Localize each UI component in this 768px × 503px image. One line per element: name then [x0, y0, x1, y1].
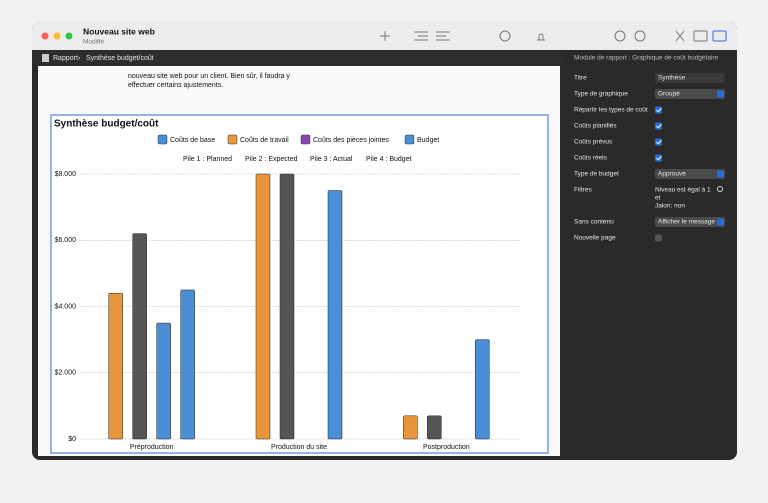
checkmark: [656, 155, 662, 161]
document-text: nouveau site web pour un client. Bien sû…: [128, 73, 290, 80]
text-field[interactable]: [655, 73, 725, 83]
field-value: Afficher le message: [658, 219, 715, 226]
zoom-button[interactable]: [65, 32, 73, 40]
search-icon[interactable]: [717, 186, 723, 192]
field-label: Type de budget: [574, 171, 619, 178]
filter-line: et: [655, 195, 661, 202]
outdent-icon[interactable]: [436, 31, 450, 41]
bell-icon[interactable]: [537, 33, 545, 41]
checkbox[interactable]: [655, 154, 662, 162]
close-button[interactable]: [41, 32, 49, 40]
select-field[interactable]: [655, 217, 725, 227]
minimize-button[interactable]: [53, 32, 61, 40]
checkbox[interactable]: [655, 106, 662, 114]
field-label: Coûts planifiés: [574, 123, 617, 130]
report-icon: [42, 54, 49, 62]
breadcrumb-item[interactable]: Synthèse budget/coût: [86, 55, 154, 62]
field-value: Groupé: [658, 91, 680, 98]
select-arrow: [717, 218, 724, 226]
field-label: Répartir les types de coût: [574, 107, 648, 114]
stack-label: Pile 2 : Expected: [245, 156, 298, 163]
stack-label: Pile 4 : Budget: [366, 156, 412, 163]
breadcrumb-bar: [32, 50, 562, 66]
indent-icon[interactable]: [414, 31, 428, 41]
bar: [108, 293, 123, 440]
legend-label: Coûts de travail: [240, 137, 289, 144]
legend-swatch: [300, 134, 311, 145]
x-tick-label: Préproduction: [130, 444, 174, 451]
select-arrow: [717, 90, 724, 98]
select-field[interactable]: [655, 169, 725, 179]
checkbox[interactable]: [655, 122, 662, 130]
filter-line: Jalon: non: [655, 203, 685, 210]
add-icon[interactable]: [380, 31, 390, 41]
inspector-header: Module de rapport : Graphique de coût bu…: [574, 55, 719, 62]
window-subtitle: Modifié: [83, 39, 104, 46]
chart-frame[interactable]: [50, 114, 549, 454]
bar: [475, 339, 490, 440]
globe-icon[interactable]: [634, 30, 646, 42]
y-tick-label: $4.000: [55, 303, 77, 310]
legend-swatch: [227, 134, 238, 145]
checkmark: [656, 123, 662, 129]
checkmark: [656, 107, 662, 113]
field-label: Coûts prévus: [574, 139, 613, 146]
y-tick-label: $2.000: [55, 370, 77, 377]
legend-swatch: [404, 134, 415, 145]
stack-label: Pile 1 : Planned: [183, 156, 232, 163]
window-title: Nouveau site web: [83, 26, 155, 36]
x-tick-label: Production du site: [271, 444, 327, 451]
field-label: Titre: [574, 75, 587, 82]
y-tick-label: $8.000: [55, 171, 77, 178]
field-label: Type de graphique: [574, 91, 628, 98]
bar: [403, 415, 418, 440]
checkbox[interactable]: [655, 234, 662, 242]
field-label: Sans contenu: [574, 219, 614, 226]
bar: [156, 322, 171, 440]
select-arrow: [717, 170, 724, 178]
legend-swatch: [157, 134, 168, 145]
panel-bottom-icon[interactable]: [693, 30, 708, 42]
x-tick-label: Postproduction: [423, 444, 470, 451]
sync-icon[interactable]: [614, 30, 626, 42]
checkbox[interactable]: [655, 138, 662, 146]
field-value: Approuvé: [658, 171, 686, 178]
titlebar-fill: [32, 40, 737, 50]
legend-label: Budget: [417, 137, 439, 144]
filter-line: Niveau est égal à 1: [655, 187, 711, 194]
chart-title: Synthèse budget/coût: [54, 119, 159, 130]
toolbar-icons: [380, 30, 727, 42]
checkmark: [656, 139, 662, 145]
field-label: Coûts réels: [574, 155, 608, 162]
field-label: Nouvelle page: [574, 235, 616, 242]
more-icon[interactable]: [499, 30, 511, 42]
breadcrumb-item[interactable]: Rapport: [53, 55, 78, 62]
bar: [327, 190, 343, 440]
legend-label: Coûts des pièces jointes: [313, 137, 389, 144]
select-field[interactable]: [655, 89, 725, 99]
field-value: Synthèse: [658, 75, 685, 82]
legend-label: Coûts de base: [170, 137, 215, 144]
tools-icon[interactable]: [675, 30, 685, 42]
y-tick-label: $0: [68, 436, 76, 443]
field-label: Filtres: [574, 187, 592, 194]
bar: [255, 173, 271, 440]
document-text: effectuer certains ajustements.: [128, 82, 223, 89]
breadcrumb-separator: ›: [78, 55, 81, 62]
y-tick-label: $6.000: [55, 237, 77, 244]
bar: [132, 233, 147, 440]
bar: [279, 173, 295, 440]
bar: [180, 289, 195, 440]
panel-right-icon[interactable]: [712, 30, 727, 42]
bar: [427, 415, 442, 440]
stack-label: Pile 3 : Actual: [310, 156, 353, 163]
